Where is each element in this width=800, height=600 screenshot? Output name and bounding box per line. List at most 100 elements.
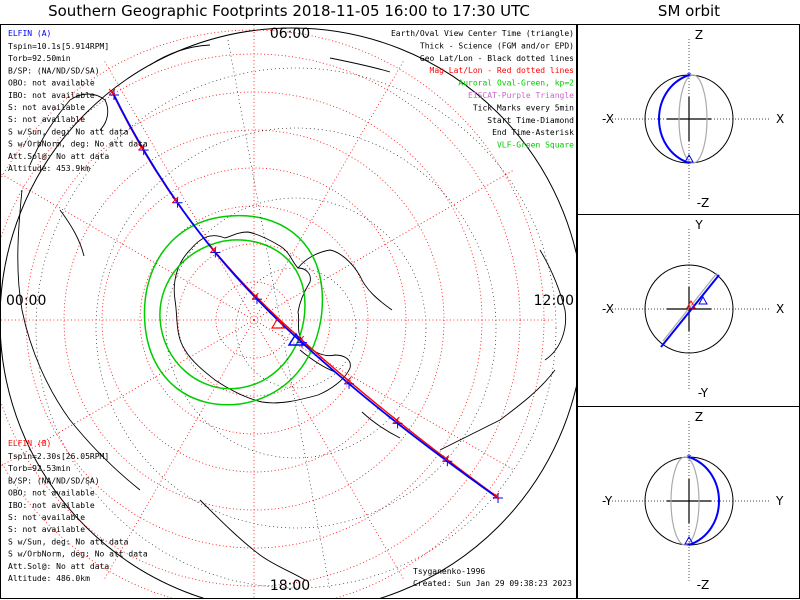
- legend-item: Tick Marks every 5min: [473, 103, 574, 112]
- mag-lon-spoke: [103, 319, 255, 581]
- coastlines: [17, 44, 567, 581]
- hour-label-bottom: 18:00: [270, 578, 310, 594]
- info-line: B/SP: (NA/ND/SD/SA): [8, 476, 100, 485]
- mag-lat-ring: [101, 167, 407, 473]
- mag-lat-ring: [139, 205, 369, 435]
- mag-lon-spoke: [253, 319, 515, 471]
- auroral-oval: [143, 214, 324, 406]
- info-line: S: not available: [8, 103, 85, 112]
- panel-label-bottom: -Y: [698, 386, 709, 400]
- info-line: IBO: not available: [8, 91, 95, 100]
- mag-lat-ring: [215, 281, 293, 359]
- panel-label-left: -Y: [602, 494, 613, 508]
- panel-label-top: Z: [695, 28, 703, 42]
- hour-label-right: 12:00: [534, 293, 574, 309]
- info-line: OBO: not available: [8, 489, 95, 498]
- orbit-triangle: [698, 295, 708, 305]
- track-tick: [297, 335, 305, 343]
- sm-orbit-panel-2: Y -Y -X X: [602, 218, 784, 400]
- track-tick: [492, 492, 500, 500]
- orbit-trace-back: [678, 74, 708, 164]
- elfin-b-name: ELFIN (B): [8, 439, 51, 448]
- orbit-trace-back: [670, 456, 700, 546]
- info-line: IBO: not available: [8, 501, 95, 510]
- earth-limb: [1, 27, 576, 598]
- info-line: Torb=92.50min: [8, 54, 71, 63]
- earth-circle: [644, 264, 734, 354]
- info-line: S w/OrbNorm, deg: No att data: [8, 550, 148, 559]
- panel-label-left: -X: [602, 302, 614, 316]
- track-tick: [344, 376, 352, 384]
- orbit-triangle-b: [686, 299, 696, 309]
- legend-item: Earth/Oval View Center Time (triangle): [391, 29, 574, 38]
- orbit-asterisk: *: [686, 453, 692, 464]
- mag-lon-spoke: [1, 319, 255, 467]
- info-line: S: not available: [8, 525, 85, 534]
- mag-lon-spoke: [103, 59, 255, 321]
- info-line: Tspin=2.30s[26.05RPM]: [8, 452, 109, 461]
- track-tick: [171, 196, 179, 204]
- info-line: Torb=92.53min: [8, 464, 71, 473]
- panel-label-left: -X: [602, 112, 614, 126]
- legend-item: Mag Lat/Lon - Red dotted lines: [430, 66, 575, 75]
- footer-model: Tsyganenko-1996: [413, 567, 485, 576]
- orbit-trace: [660, 274, 720, 348]
- panel-label-right: X: [776, 112, 784, 126]
- legend-item: Geo Lat/Lon - Black dotted lines: [420, 54, 574, 63]
- mag-lon-spoke: [253, 59, 405, 321]
- mag-lat-ring: [1, 29, 545, 598]
- info-line: S w/Sun, deg: No att data: [8, 127, 129, 136]
- elfin-a-name: ELFIN (A): [8, 29, 51, 38]
- panel-label-bottom: -Z: [697, 196, 710, 210]
- legend-item: Auroral Oval-Green, kp=2: [458, 79, 574, 88]
- footer-created: Created: Sun Jan 29 09:38:23 2023: [413, 579, 572, 588]
- mag-lon-spoke: [1, 173, 255, 321]
- track-tick: [209, 246, 217, 254]
- legend-item: VLF-Green Square: [497, 141, 574, 150]
- map-frame: [0, 24, 577, 599]
- orbit-trace: [658, 74, 690, 164]
- sm-orbit-panel-3: * Z -Z -Y Y: [602, 410, 784, 592]
- info-line: Tspin=10.1s[5.914RPM]: [8, 42, 109, 51]
- panel-label-bottom: -Z: [697, 578, 710, 592]
- track-tick: [138, 143, 145, 151]
- info-line: Att.Sol@: No att data: [8, 152, 109, 161]
- geo-meridian: [227, 39, 331, 591]
- geo-lat-ring: [165, 197, 427, 459]
- panel-label-top: Z: [695, 410, 703, 424]
- mag-lat-ring: [177, 243, 331, 397]
- info-line: Att.Sol@: No att data: [8, 562, 109, 571]
- sm-orbit-panels: * Z -Z -X X Y -Y -X X * Z -Z -Y Y: [602, 28, 784, 592]
- elfin-b-view-center-triangle: [270, 316, 286, 329]
- geo-lat-ring: [35, 67, 557, 589]
- info-line: S w/Sun, deg: No att data: [8, 537, 129, 546]
- geo-lat-ring: [235, 267, 357, 389]
- track-tick: [252, 292, 259, 300]
- orbit-trace-back: [662, 272, 718, 342]
- orbit-title: SM orbit: [657, 2, 721, 20]
- mag-lon-spoke: [253, 319, 405, 581]
- info-line: S: not available: [8, 513, 85, 522]
- hour-label-top: 06:00: [270, 26, 310, 42]
- track-tick: [393, 416, 400, 424]
- panel-label-right: Y: [775, 494, 784, 508]
- geo-lat-ring: [95, 127, 497, 529]
- legend-item: End Time-Asterisk: [492, 128, 574, 137]
- track-tick: [442, 455, 450, 462]
- elfin-b-tick-marks: [108, 88, 500, 500]
- mag-lon-spoke: [253, 169, 515, 321]
- legend: Earth/Oval View Center Time (triangle) Th…: [391, 29, 574, 150]
- legend-item: Thick - Science (FGM and/or EPD): [420, 41, 574, 50]
- elfin-a-info: ELFIN (A) Tspin=10.1s[5.914RPM] Torb=92.5…: [8, 29, 148, 173]
- geo-lat-grid: [35, 67, 557, 589]
- info-line: B/SP: (NA/ND/SD/SA): [8, 66, 100, 75]
- elfin-a-track: [113, 94, 499, 499]
- info-line: OBO: not available: [8, 79, 95, 88]
- info-line: S: not available: [8, 115, 85, 124]
- sm-orbit-panel-1: * Z -Z -X X: [602, 28, 784, 210]
- elfin-b-info: ELFIN (B) Tspin=2.30s[26.05RPM] Torb=92.5…: [8, 439, 148, 583]
- info-line: Altitude: 486.0km: [8, 574, 90, 583]
- legend-item: EISCAT-Purple Triangle: [468, 91, 574, 100]
- panel-label-right: X: [776, 302, 784, 316]
